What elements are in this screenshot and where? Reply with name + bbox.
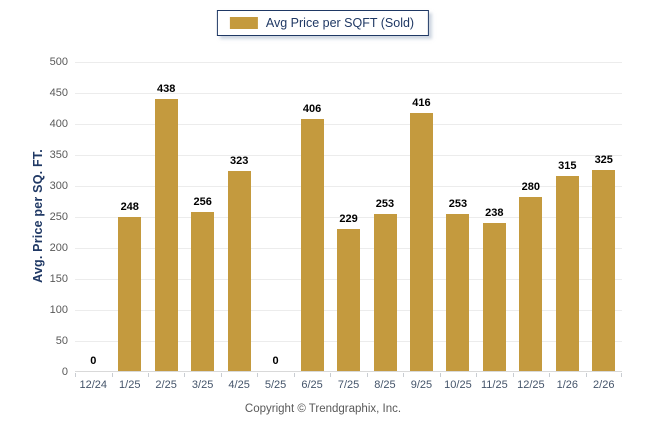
x-tick-label: 12/24 — [79, 379, 108, 391]
bar — [118, 217, 142, 371]
gridline — [75, 93, 622, 94]
bar — [191, 212, 215, 371]
x-axis-tick — [512, 373, 514, 377]
x-axis-tick — [549, 373, 551, 377]
bar-value-label: 416 — [412, 97, 431, 110]
bar-value-label: 253 — [448, 198, 468, 211]
bar-value-label: 325 — [594, 153, 613, 166]
y-tick-label: 250 — [49, 211, 68, 223]
x-axis-labels: 12/24 1/25 2/25 3/25 4/25 5/25 6/25 7/25 8/25 9/2… — [75, 379, 622, 393]
bar-value-label: 0 — [90, 355, 97, 367]
x-axis-tick — [220, 373, 222, 377]
x-axis-tick — [330, 373, 332, 377]
y-axis-labels: 0 50 100 150 200 250 300 350 400 450 500 — [0, 56, 68, 378]
x-axis-tick — [111, 373, 113, 377]
x-axis-tick — [147, 373, 149, 377]
bar — [555, 175, 579, 371]
x-axis-tick — [621, 373, 622, 377]
bar — [592, 169, 616, 371]
y-tick-label: 350 — [49, 149, 68, 161]
bar-value-label: 0 — [272, 355, 279, 367]
bar — [519, 197, 543, 371]
gridline — [75, 186, 622, 187]
gridline — [75, 155, 622, 156]
x-tick-label: 1/25 — [119, 379, 141, 391]
bar-value-label: 438 — [156, 83, 176, 96]
bar-value-label: 323 — [229, 154, 249, 167]
bar — [337, 229, 360, 371]
y-tick-label: 150 — [49, 273, 68, 285]
y-tick-label: 500 — [49, 56, 68, 68]
bar-value-label: 238 — [485, 207, 504, 220]
x-tick-label: 3/25 — [191, 379, 214, 391]
x-tick-label: 12/25 — [517, 379, 545, 391]
y-tick-label: 200 — [49, 242, 68, 254]
bar-value-label: 229 — [339, 213, 358, 225]
legend-label: Avg Price per SQFT (Sold) — [265, 16, 415, 30]
x-axis-tick — [585, 373, 587, 377]
bar-value-label: 253 — [375, 198, 395, 211]
y-tick-label: 400 — [49, 118, 68, 130]
copyright-text: Copyright © Trendgraphix, Inc. — [244, 403, 402, 415]
bar — [154, 99, 178, 371]
bar — [409, 113, 433, 371]
gridline — [75, 62, 622, 63]
x-axis-tick — [439, 373, 441, 377]
bar — [482, 223, 506, 371]
bar — [300, 119, 324, 371]
bar — [227, 170, 251, 371]
legend-swatch-icon — [229, 17, 258, 29]
y-tick-label: 450 — [49, 87, 68, 99]
x-tick-label: 7/25 — [337, 379, 360, 391]
gridline — [75, 217, 622, 218]
x-tick-label: 5/25 — [264, 379, 287, 391]
y-tick-label: 300 — [49, 180, 68, 192]
y-tick-label: 0 — [61, 366, 68, 378]
bar-value-label: 248 — [120, 201, 139, 214]
x-axis-tick — [476, 373, 478, 377]
y-tick-label: 50 — [55, 335, 68, 347]
x-tick-label: 9/25 — [410, 379, 433, 391]
x-tick-label: 1/26 — [556, 379, 579, 391]
chart-legend: Avg Price per SQFT (Sold) — [216, 10, 430, 36]
x-tick-label: 6/25 — [301, 379, 323, 391]
x-tick-label: 4/25 — [228, 379, 250, 391]
x-tick-label: 2/25 — [155, 379, 177, 391]
x-axis-tick — [366, 373, 368, 377]
x-axis-line — [75, 371, 622, 372]
gridline — [75, 124, 622, 125]
y-tick-label: 100 — [49, 304, 68, 316]
x-axis-tick — [75, 373, 76, 377]
bar-value-label: 280 — [521, 181, 541, 194]
x-axis-tick — [403, 373, 405, 377]
x-tick-label: 2/26 — [593, 379, 615, 391]
x-tick-label: 8/25 — [374, 379, 396, 391]
x-tick-label: 11/25 — [480, 379, 508, 391]
bar — [446, 214, 470, 371]
bar — [373, 214, 397, 371]
x-tick-label: 10/25 — [444, 379, 472, 391]
x-axis-tick — [257, 373, 259, 377]
x-axis-tick — [293, 373, 295, 377]
bar-value-label: 256 — [193, 196, 212, 209]
bar-value-label: 406 — [302, 103, 322, 116]
x-axis-tick — [184, 373, 186, 377]
plot-area: 0 248 438 256 323 0 406 229 253 416 253 238 280 315 32… — [75, 62, 622, 377]
bar-value-label: 315 — [558, 159, 577, 172]
